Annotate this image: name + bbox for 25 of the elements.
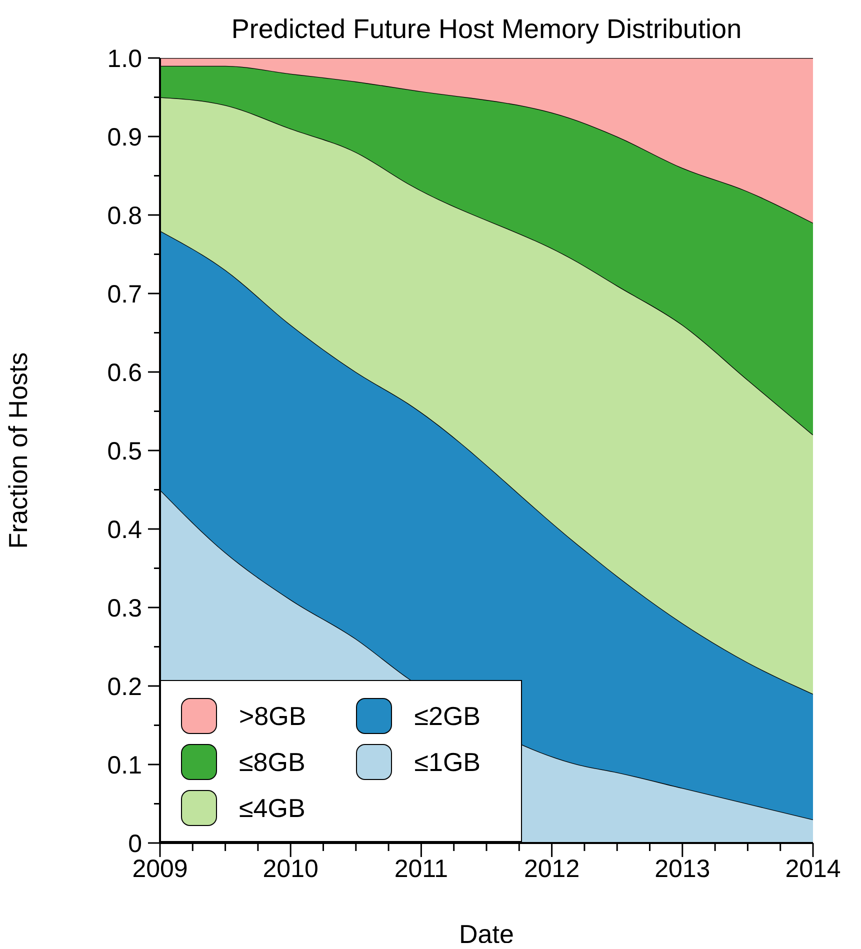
y-tick-label: 0.5 — [107, 437, 142, 466]
x-axis-title: Date — [459, 919, 514, 949]
y-tick-label: 0.2 — [107, 672, 142, 701]
y-tick-label: 0.9 — [107, 123, 142, 152]
y-tick-label: 0.1 — [107, 751, 142, 780]
legend-label: ≤2GB — [414, 700, 481, 732]
y-tick-label: 0.6 — [107, 358, 142, 387]
y-tick-label: 0.7 — [107, 280, 142, 308]
y-tick-label: 0.8 — [107, 202, 142, 230]
x-tick-label: 2014 — [785, 855, 841, 883]
x-tick-label: 2013 — [654, 855, 710, 883]
x-tick-label: 2011 — [394, 855, 448, 883]
x-tick-label: 2009 — [132, 855, 188, 883]
y-tick-label: 0 — [128, 830, 142, 858]
x-tick-label: 2010 — [262, 855, 318, 883]
chart-title: Predicted Future Host Memory Distribution — [230, 14, 743, 45]
legend-label: ≤4GB — [239, 792, 306, 824]
y-tick-label: 1.0 — [107, 44, 142, 73]
legend-label: ≤8GB — [239, 746, 306, 778]
legend-label: >8GB — [239, 700, 306, 732]
y-tick-label: 0.4 — [107, 516, 142, 544]
y-tick-label: 0.3 — [107, 594, 142, 622]
y-axis-title: Fraction of Hosts — [3, 352, 34, 549]
legend-label: ≤1GB — [414, 746, 481, 778]
x-tick-label: 2012 — [524, 855, 580, 883]
